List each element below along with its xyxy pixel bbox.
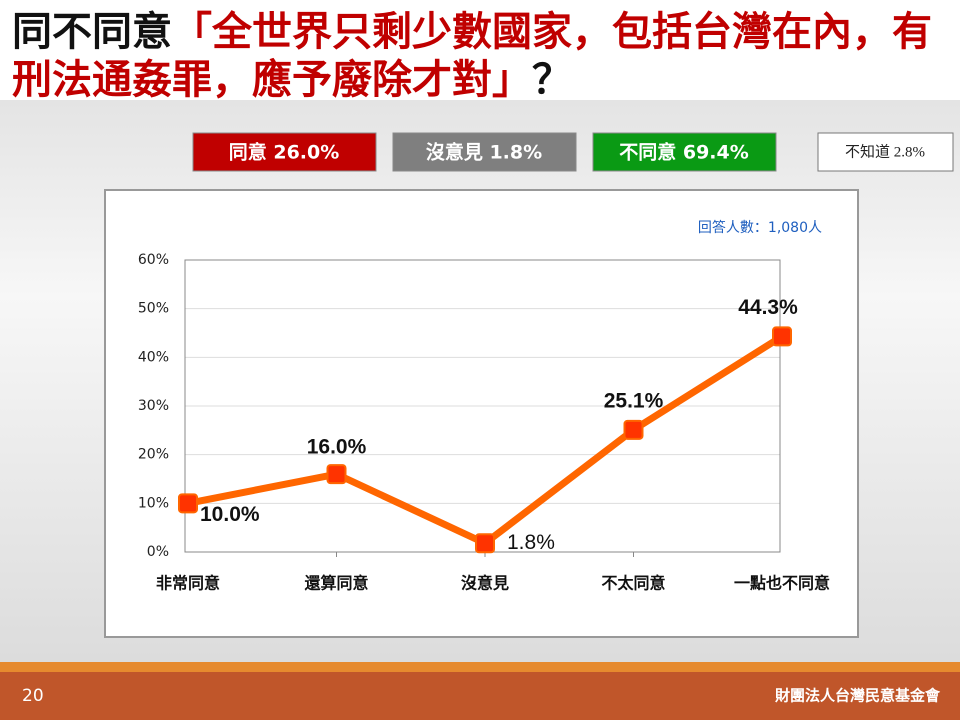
y-tick-label: 0% bbox=[147, 544, 169, 560]
summary-box bbox=[592, 132, 777, 172]
data-point bbox=[475, 533, 495, 554]
title: 同不同意「全世界只剩少數國家，包括台灣在內，有刑法通姦罪，應予廢除才對」？ bbox=[12, 8, 952, 104]
value-label: 44.3% bbox=[738, 296, 798, 319]
value-label: 16.0% bbox=[307, 436, 367, 459]
x-tick-label: 沒意見 bbox=[461, 574, 509, 593]
y-tick-label: 50% bbox=[138, 301, 169, 317]
plot: 0% 10% 20% 30% 40% 50% 60% 非常同意 還算同意 沒意見 不太同意 一點也不同… bbox=[138, 252, 830, 593]
x-tick-label: 還算同意 bbox=[304, 574, 368, 593]
page-number: 20 bbox=[22, 686, 44, 706]
summary-box bbox=[192, 132, 377, 172]
chart-frame bbox=[104, 189, 859, 638]
value-label: 1.8% bbox=[507, 531, 555, 554]
title-suffix: ？ bbox=[532, 57, 572, 103]
data-point bbox=[178, 493, 198, 514]
summary-box bbox=[817, 132, 954, 172]
y-tick-label: 30% bbox=[138, 398, 169, 414]
annotation: 回答人數：1,080人 bbox=[698, 219, 822, 236]
data-point bbox=[772, 326, 792, 347]
y-tick-label: 20% bbox=[138, 447, 169, 463]
summary-text: 同意 26.0% bbox=[229, 141, 340, 164]
y-tick-label: 40% bbox=[138, 349, 169, 365]
title-quote: 「全世界只剩少數國家，包括台灣在內，有刑法通姦罪，應予廢除才對」 bbox=[12, 9, 932, 103]
title-prefix: 同不同意 bbox=[12, 9, 172, 55]
organization: 財團法人台灣民意基金會 bbox=[774, 687, 941, 705]
data-point bbox=[623, 419, 644, 440]
data-point bbox=[326, 464, 347, 485]
summary-text: 不知道 2.8% bbox=[845, 143, 925, 160]
y-tick-label: 60% bbox=[138, 252, 169, 268]
summary-text: 沒意見 1.8% bbox=[426, 141, 542, 164]
x-tick-label: 非常同意 bbox=[156, 574, 220, 593]
summary-text: 不同意 69.4% bbox=[619, 141, 749, 164]
x-tick-label: 一點也不同意 bbox=[734, 574, 830, 593]
value-label: 25.1% bbox=[604, 389, 664, 412]
summary-box bbox=[392, 132, 577, 172]
value-label: 10.0% bbox=[200, 503, 260, 526]
footer-stripe bbox=[0, 662, 960, 672]
y-tick-label: 10% bbox=[138, 495, 169, 511]
footer-bar bbox=[0, 672, 960, 720]
x-tick-label: 不太同意 bbox=[601, 574, 665, 593]
